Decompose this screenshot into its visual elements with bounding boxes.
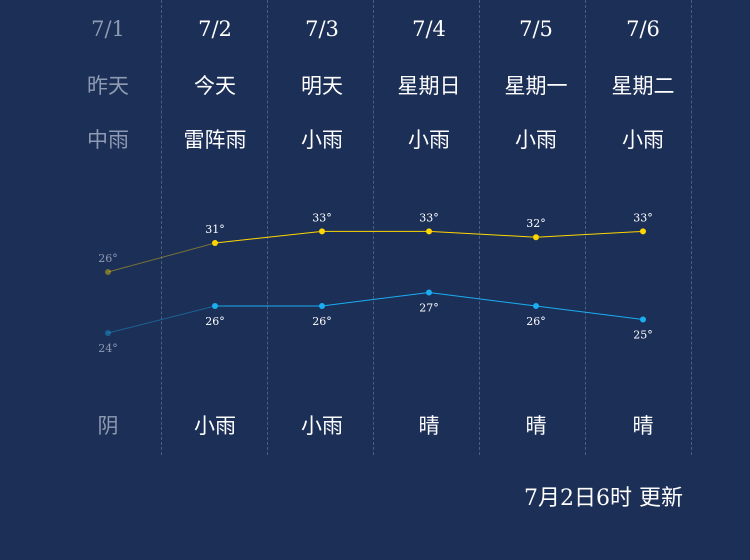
column-divider (691, 0, 692, 455)
series-0-label: 31° (205, 223, 225, 236)
series-0-label: 33° (312, 211, 332, 224)
series-0-segment (428, 230, 537, 238)
series-0-segment (535, 230, 644, 238)
series-1-point (319, 303, 325, 309)
day-date: 7/6 (626, 17, 660, 41)
series-0-label: 33° (633, 211, 653, 224)
day-label: 星期日 (397, 74, 461, 98)
day-label: 星期二 (611, 74, 675, 98)
day-date: 7/4 (412, 17, 446, 41)
series-1-label: 26° (312, 315, 332, 328)
series-1-point (640, 316, 646, 323)
day-label: 昨天 (87, 74, 129, 98)
series-1-segment (428, 292, 537, 307)
series-0-point (426, 228, 432, 235)
series-1-label: 26° (526, 315, 546, 328)
column-divider (161, 0, 162, 455)
night-weather: 阴 (97, 414, 119, 438)
series-0-label: 26° (98, 252, 118, 265)
series-1-point (426, 289, 432, 296)
night-weather: 小雨 (194, 414, 236, 438)
series-0-segment (214, 230, 323, 244)
series-0-point (212, 240, 218, 246)
series-0-point (533, 234, 539, 241)
column-divider (479, 0, 480, 455)
series-1-label: 25° (633, 329, 653, 342)
series-0-point (319, 228, 325, 235)
series-1-point (212, 303, 218, 309)
day-label: 明天 (301, 74, 343, 98)
series-1-segment (107, 305, 216, 334)
day-weather: 中雨 (87, 128, 129, 152)
day-label: 今天 (194, 74, 236, 98)
night-weather: 晴 (525, 414, 547, 438)
day-weather: 小雨 (301, 128, 343, 152)
series-1-point (533, 303, 539, 309)
day-weather: 小雨 (515, 128, 557, 152)
night-weather: 小雨 (301, 414, 343, 438)
day-weather: 雷阵雨 (183, 128, 247, 152)
night-weather: 晴 (418, 414, 440, 438)
column-divider (267, 0, 268, 455)
day-weather: 小雨 (408, 128, 450, 152)
series-1-segment (535, 305, 644, 320)
day-date: 7/5 (519, 17, 553, 41)
series-1-label: 27° (419, 302, 439, 315)
series-1-segment (321, 292, 430, 307)
day-label: 星期一 (504, 74, 568, 98)
series-0-point (640, 228, 646, 235)
day-date: 7/3 (305, 17, 339, 41)
day-weather: 小雨 (622, 128, 664, 152)
series-0-label: 33° (419, 211, 439, 224)
series-1-label: 24° (98, 342, 118, 355)
day-date: 7/1 (91, 17, 125, 41)
column-divider (373, 0, 374, 455)
update-time: 7月2日6时 更新 (524, 486, 683, 511)
series-0-point (105, 269, 111, 275)
series-1-point (105, 330, 111, 336)
series-0-segment (107, 242, 216, 273)
day-date: 7/2 (198, 17, 232, 41)
column-divider (585, 0, 586, 455)
night-weather: 晴 (632, 414, 654, 438)
series-0-label: 32° (526, 217, 546, 230)
series-1-label: 26° (205, 315, 225, 328)
